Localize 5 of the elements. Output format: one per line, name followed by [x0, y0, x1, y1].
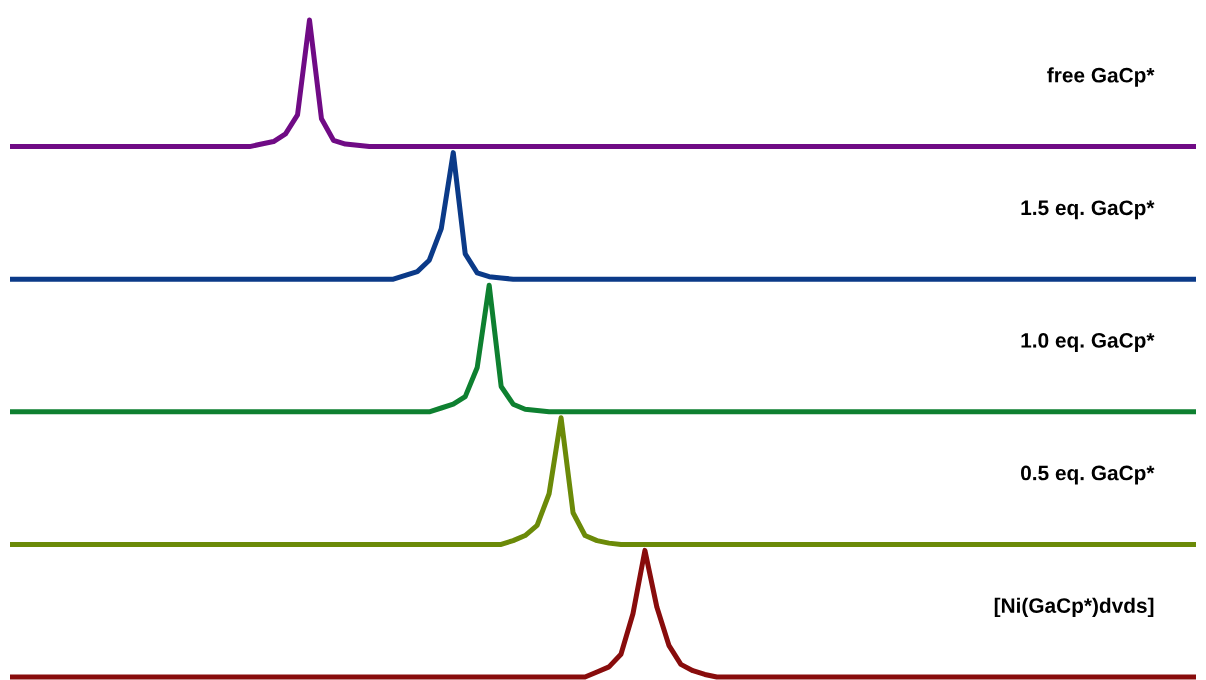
text: 0.5 eq. GaCp* — [1021, 465, 1155, 485]
text: [Ni(GaCp*)dvds] — [994, 597, 1154, 618]
text: 1.5 eq. GaCp* — [1021, 200, 1155, 220]
text: free GaCp* — [1047, 67, 1155, 87]
text: 1.0 eq. GaCp* — [1021, 333, 1155, 352]
